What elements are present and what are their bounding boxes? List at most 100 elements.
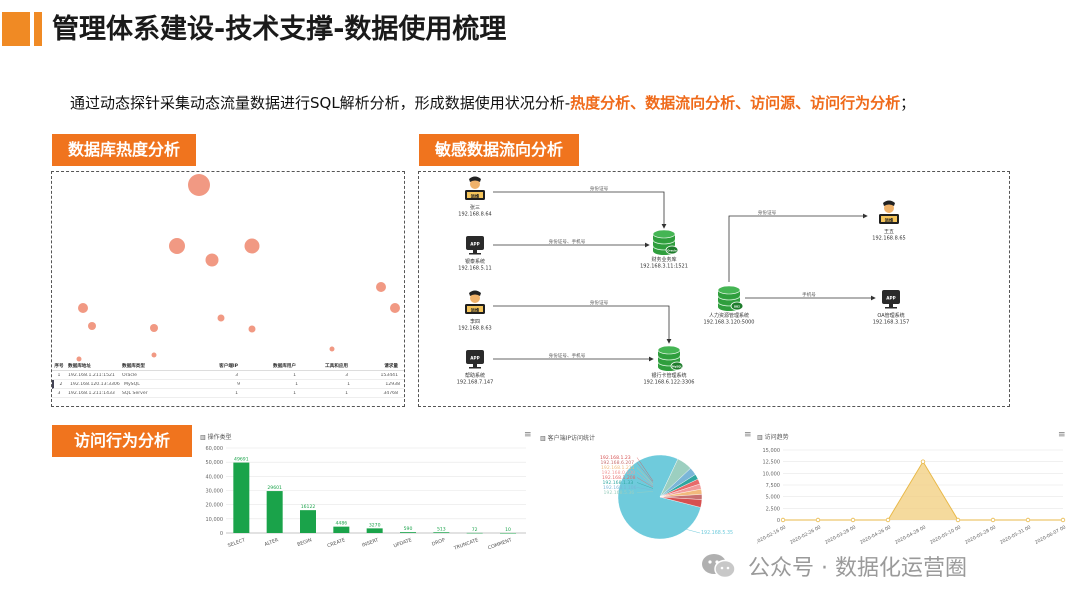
ops-x-tick: INSERT: [361, 537, 379, 548]
flow-edge-label: 手机号: [802, 291, 816, 298]
pie-leader: [636, 462, 654, 483]
db-table-cell: MySQL: [124, 381, 140, 387]
db-table-row[interactable]: 2 192.168.120.13:3306 MySQL 9 1 1 12938: [52, 380, 404, 389]
db-table-header: 序号 数据库地址 数据库类型 客户端IP 数据库用户 工具和应用 请求量: [52, 362, 404, 371]
db-table-cell: 2: [59, 381, 63, 387]
node-ip: 192.168.3.120:5000: [704, 320, 755, 326]
db-table: 序号 数据库地址 数据库类型 客户端IP 数据库用户 工具和应用 请求量 1 192.168.…: [52, 362, 404, 398]
ops-value-label: 49691: [234, 457, 249, 463]
app-stand: [473, 250, 477, 253]
trend-x-tick: 2020-02-16 00: [757, 524, 787, 545]
ops-chart-title: ▥ 操作类型: [200, 434, 232, 441]
ops-x-tick: TRUNCATE: [452, 537, 479, 552]
node-name: 帮助系统: [465, 372, 485, 379]
heat-panel: 序号 数据库地址 数据库类型 客户端IP 数据库用户 工具和应用 请求量 1 192.168.…: [51, 171, 405, 407]
trend-chart-menu-icon[interactable]: ≡: [1058, 430, 1066, 440]
node-name: 人力资源管理系统: [709, 312, 749, 319]
db-table-row[interactable]: 3 192.168.1.211:1433 SQL Server 1 1 1 34768: [52, 389, 404, 398]
node-badge: Oracle: [667, 249, 677, 253]
node-name: 王五: [884, 229, 894, 235]
db-table-cell: 9: [237, 381, 240, 387]
trend-x-tick: 2020-04-26 00: [859, 524, 892, 545]
intro-end: ；: [900, 94, 916, 112]
db-table-header-cell: 请求量: [384, 364, 398, 369]
node-ip: 192.168.8.64: [458, 212, 491, 218]
ops-x-tick: UPDATE: [393, 537, 413, 549]
db-table-cell: SQL Server: [122, 390, 148, 396]
trend-point: [1060, 517, 1066, 523]
flow-edge-label: 身份证号、手机号: [549, 238, 586, 245]
pie-leader: [636, 491, 654, 493]
db-table-body: 1 192.168.1.211:1521 Oracle 3 1 3 153441 2 192.1…: [52, 371, 404, 398]
node-ip: 192.168.5.11: [458, 266, 491, 272]
watermark: 公众号 · 数据化运营圈: [700, 548, 967, 584]
db-layer-top: [652, 229, 676, 239]
trend-point: [1025, 517, 1031, 523]
pie-label: 192.168.5.36: [604, 490, 635, 496]
heat-bubble-chart: [76, 174, 400, 362]
pie-label: 192.168.1.33: [603, 480, 634, 486]
trend-point: [850, 517, 856, 523]
intro-text: 通过动态探针采集动态流量数据进行SQL解析分析，形成数据使用状况分析-热度分析、…: [70, 92, 915, 114]
ops-value-label: 513: [437, 526, 446, 532]
db-table-cell: 3: [57, 390, 61, 396]
node-ip: 192.168.3.11:1521: [640, 264, 688, 270]
ops-bar: [333, 526, 350, 533]
trend-chart-title: ▥ 访问趋势: [757, 434, 789, 441]
heat-bubble: [390, 303, 400, 313]
client-chart-menu-icon[interactable]: ≡: [744, 430, 752, 440]
trend-x-tick: 2020-04-28 00: [894, 524, 927, 545]
db-table-row[interactable]: 1 192.168.1.211:1521 Oracle 3 1 3 153441: [52, 371, 404, 380]
ops-bar: [233, 462, 250, 533]
flow-edge: [728, 213, 868, 282]
ops-value-label: 29601: [267, 485, 282, 491]
db-type-mark: [670, 361, 684, 371]
trend-x-tick: 2020-05-28 00: [964, 524, 997, 545]
heat-bubble: [244, 238, 260, 254]
node-badge: APP: [470, 242, 479, 247]
node-name: 银行卡管理系统: [651, 372, 686, 379]
heat-bubble: [169, 238, 185, 254]
client-chart-title: ▥ 客户端IP访问统计: [540, 435, 595, 442]
heat-bubble: [78, 303, 88, 313]
app-screen: [466, 350, 484, 364]
ops-title-text: 操作类型: [207, 434, 232, 441]
ops-bar: [433, 532, 450, 533]
node-ip: 192.168.3.157: [873, 320, 910, 326]
flow-edge: [493, 305, 672, 344]
operator-head: [470, 179, 480, 189]
trend-x-tick: 2020-02-26 00: [789, 524, 822, 545]
trend-area: [783, 461, 1063, 520]
pie-slice: [617, 454, 701, 540]
db-table-cell: 1: [293, 372, 296, 378]
ops-x-tick: BEGIN: [296, 537, 313, 548]
flow-edge: [493, 191, 667, 229]
intro-plain: 通过动态探针采集动态流量数据进行SQL解析分析，形成数据使用状况分析-: [70, 94, 571, 112]
app-stand: [473, 364, 477, 367]
node-ip: 192.168.8.63: [458, 326, 491, 332]
trend-y-tick: 15,000: [763, 448, 781, 454]
pie-label: 192.168.1.208: [602, 475, 636, 481]
ops-y-tick: 60,000: [206, 446, 224, 452]
db-table-cell: 1: [347, 381, 350, 387]
app-base: [885, 307, 897, 309]
operator-hair: [469, 290, 481, 296]
ops-bar: [500, 532, 516, 534]
ops-y-tick: 50,000: [206, 460, 224, 466]
node-ip: 192.168.8.65: [872, 236, 905, 242]
ops-bar: [466, 532, 483, 534]
node-badge: APP: [886, 296, 895, 301]
ops-y-tick: 10,000: [206, 517, 224, 523]
trend-area-chart: 0 2,500 5,000 7,500 10,000 12,500 15,000 2020-0…: [757, 448, 1067, 546]
ops-chart-menu-icon[interactable]: ≡: [524, 430, 532, 440]
pie-slice: [659, 496, 703, 508]
